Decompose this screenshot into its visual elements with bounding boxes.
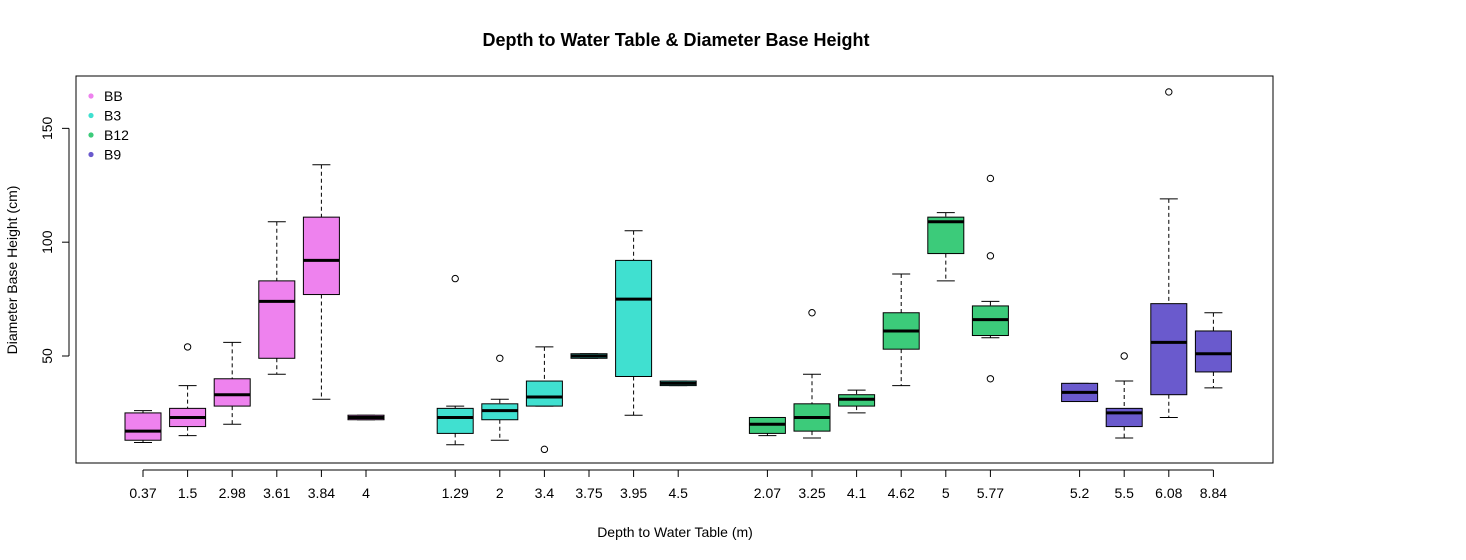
outlier-point (540, 445, 549, 454)
box-B3-2 (481, 354, 519, 441)
box-B3-3.75 (570, 353, 608, 359)
x-tick-label: 3.84 (308, 485, 335, 501)
plot-frame (75, 75, 1274, 464)
legend-swatch-B12 (88, 132, 94, 138)
outlier-point (808, 309, 816, 317)
box-body (1194, 330, 1232, 373)
x-tick-label: 3.61 (263, 485, 290, 501)
outlier-point (986, 375, 995, 383)
box-body (525, 380, 563, 407)
x-tick-label: 5.2 (1070, 485, 1090, 501)
box-BB-3.61 (258, 221, 296, 375)
box-B3-1.29 (436, 274, 474, 446)
box-body (124, 412, 162, 441)
outlier-point (1165, 88, 1173, 96)
outlier-point (986, 252, 995, 260)
y-tick-label: 150 (39, 116, 55, 140)
box-B9-6.08 (1150, 88, 1188, 418)
box-B3-3.4 (525, 346, 563, 454)
box-B12-4.1 (838, 389, 876, 414)
x-tick-label: 3.95 (620, 485, 647, 501)
legend-label-BB: BB (104, 88, 123, 104)
box-body (615, 259, 653, 377)
y-tick-label: 100 (39, 230, 55, 254)
box-body (927, 216, 965, 255)
chart-title: Depth to Water Table & Diameter Base Hei… (482, 30, 869, 50)
outlier-point (451, 274, 459, 283)
x-tick-label: 8.84 (1200, 485, 1227, 501)
box-B12-5 (927, 212, 965, 282)
box-BB-1.5 (169, 343, 207, 437)
boxes-layer (124, 88, 1232, 454)
x-tick-label: 4.5 (668, 485, 688, 501)
x-tick-label: 5 (942, 485, 950, 501)
outlier-point (183, 343, 192, 351)
box-BB-4 (347, 414, 385, 421)
y-tick-label: 50 (39, 348, 55, 364)
box-body (302, 216, 340, 296)
box-B12-5.77 (971, 174, 1009, 383)
x-tick-label: 5.5 (1114, 485, 1134, 501)
x-tick-label: 0.37 (129, 485, 156, 501)
y-axis: 50 100 150 (39, 116, 70, 364)
legend-swatch-B3 (88, 112, 94, 119)
x-axis-label: Depth to Water Table (m) (597, 524, 753, 540)
y-axis-label: Diameter Base Height (cm) (4, 186, 20, 355)
box-BB-0.37 (124, 410, 162, 444)
box-B12-2.07 (748, 416, 786, 437)
box-body (213, 378, 251, 407)
x-tick-label: 6.08 (1155, 485, 1182, 501)
x-tick-label: 4.1 (847, 485, 867, 501)
box-B3-3.95 (615, 230, 653, 416)
box-B9-5.2 (1061, 382, 1099, 403)
legend-label-B9: B9 (104, 147, 121, 163)
box-BB-3.84 (302, 164, 340, 400)
legend: BB B3 B12 B9 (88, 88, 129, 163)
legend-label-B12: B12 (104, 127, 129, 143)
x-tick-label: 4 (362, 485, 370, 501)
box-body (1105, 407, 1143, 428)
x-tick-label: 1.5 (178, 485, 198, 501)
box-B9-8.84 (1194, 312, 1232, 389)
box-body (258, 280, 296, 359)
x-tick-label: 2.07 (754, 485, 781, 501)
outlier-point (496, 354, 504, 362)
box-B12-3.25 (793, 309, 831, 439)
x-tick-label: 1.29 (442, 485, 469, 501)
x-tick-label: 3.4 (535, 485, 555, 501)
x-tick-label: 4.62 (888, 485, 915, 501)
x-tick-label: 3.25 (798, 485, 825, 501)
legend-label-B3: B3 (104, 108, 121, 124)
outlier-point (1120, 352, 1128, 360)
x-tick-label: 3.75 (575, 485, 602, 501)
box-B12-4.62 (882, 273, 920, 387)
box-body (1150, 303, 1188, 396)
x-axis: 0.37 1.5 2.98 3.61 3.84 4 1.29 2 3.4 3.75 3.95 4.5 2… (129, 469, 1227, 501)
box-BB-2.98 (213, 341, 251, 425)
x-tick-label: 2 (496, 485, 504, 501)
legend-swatch-B9 (88, 151, 94, 158)
x-tick-label: 5.77 (977, 485, 1004, 501)
x-tick-label: 2.98 (219, 485, 246, 501)
legend-swatch-BB (88, 93, 94, 99)
outlier-point (986, 174, 995, 183)
box-body (436, 407, 474, 434)
box-B3-4.5 (659, 380, 697, 387)
box-B9-5.5 (1105, 352, 1143, 439)
